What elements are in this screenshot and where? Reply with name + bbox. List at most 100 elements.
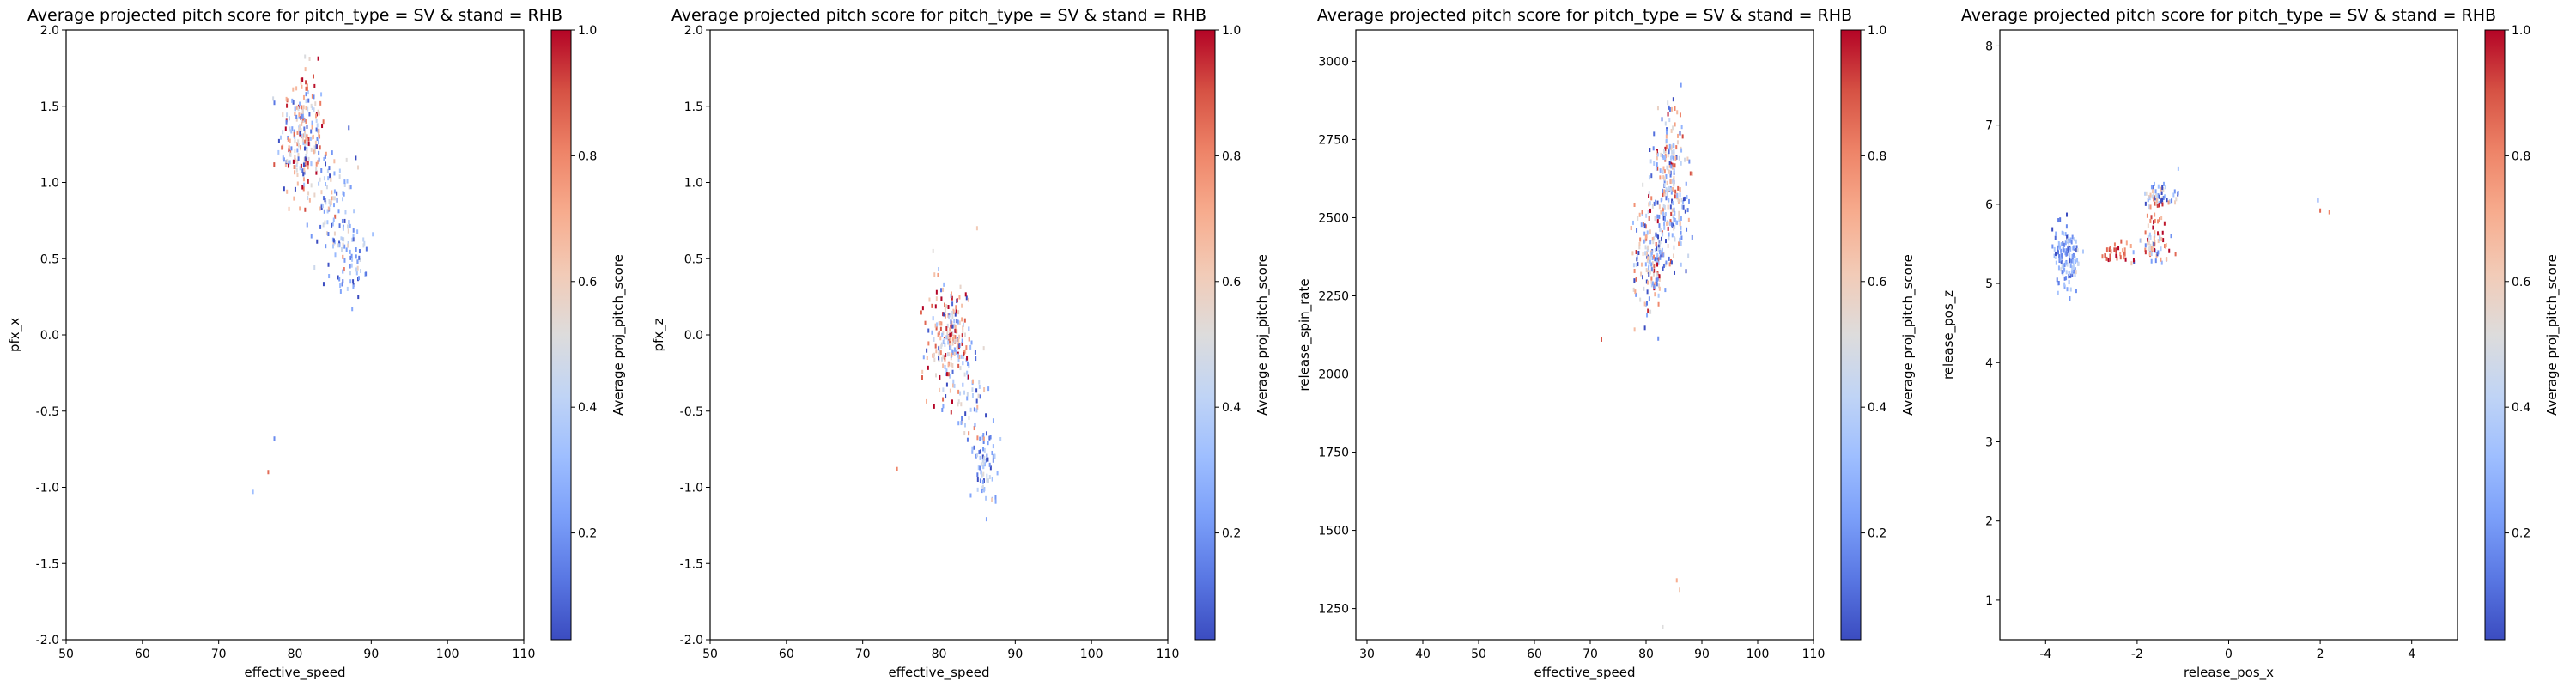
data-point [1651,204,1654,209]
data-point [1667,100,1669,106]
data-point [1673,226,1675,231]
data-point [976,477,979,483]
data-point [2104,252,2106,258]
data-point [1647,270,1649,275]
data-point [2144,243,2147,248]
data-point [343,218,346,223]
data-point [292,159,295,164]
data-point [2149,192,2152,198]
data-point [289,160,292,165]
data-point [305,140,307,145]
data-point [329,202,331,207]
data-point [357,165,360,170]
data-point [294,165,296,170]
data-point [1648,191,1650,196]
data-point [1634,289,1637,295]
data-point [324,198,326,203]
data-point [1672,155,1674,161]
data-point [2065,252,2068,257]
data-point [1679,112,1681,118]
data-point [2161,185,2164,190]
data-point [1639,237,1642,242]
data-point [331,190,333,195]
data-point [1663,216,1666,222]
data-point [1659,227,1662,232]
data-point [2116,256,2118,261]
data-point [1673,149,1675,154]
data-point [2071,234,2074,240]
data-point [1670,146,1673,151]
y-tick-label: 0.5 [40,252,59,266]
data-point [952,379,955,384]
data-point [365,246,368,252]
data-point [327,206,330,211]
data-point [1667,166,1669,171]
data-point [945,368,948,374]
data-point [295,117,298,122]
data-point [943,337,945,343]
data-point [294,148,296,153]
data-point [993,453,996,459]
data-point [1691,234,1693,240]
data-point [2054,235,2057,240]
data-point [301,114,303,119]
data-point [949,345,951,350]
data-point [2177,166,2179,171]
data-point [1680,262,1682,267]
data-point [1651,281,1654,286]
data-point [322,282,325,287]
data-point [2063,262,2066,267]
data-point [1672,253,1674,258]
data-point [945,335,947,340]
data-point [1633,202,1636,207]
y-tick-label: 0.5 [684,252,703,266]
data-point [1649,255,1652,260]
data-point [318,132,320,137]
data-point [287,163,289,168]
data-point [2072,259,2075,264]
data-point [1655,258,1657,264]
data-point [945,325,948,331]
data-point [2161,202,2164,207]
data-point [289,152,291,157]
data-point [297,153,300,158]
data-point [2064,251,2067,256]
x-axis-label: effective_speed [1534,665,1635,681]
data-point [982,478,985,483]
data-point [2124,257,2127,262]
x-tick-label: -4 [2039,647,2051,661]
data-point [1636,228,1638,233]
data-point [942,363,945,368]
y-tick-label: 4 [1985,356,1993,370]
data-point [942,404,945,409]
data-point [348,125,350,131]
data-point [286,159,289,164]
data-point [1662,624,1664,629]
data-point [1655,232,1657,237]
data-point [986,453,988,459]
data-point [954,324,957,329]
data-point [989,465,992,471]
data-point [1648,216,1650,221]
x-tick-label: 80 [288,647,303,661]
data-point [320,168,323,173]
data-point [974,350,976,355]
data-point [2166,257,2168,262]
plot-area [2000,30,2458,640]
colorbar-gradient [1194,29,1216,641]
data-point [2069,237,2072,242]
data-point [2069,273,2071,278]
data-point [1647,209,1649,214]
data-point [986,473,988,478]
data-point [985,517,987,522]
data-point [342,191,344,196]
data-point [307,106,309,112]
data-point [964,423,967,428]
data-point [331,237,334,242]
data-point [343,244,346,249]
data-point [2075,239,2077,244]
data-point [326,209,329,214]
data-point [975,356,977,362]
data-point [2168,248,2171,253]
data-point [956,329,958,334]
